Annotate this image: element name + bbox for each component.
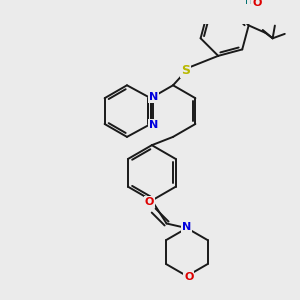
Text: O: O bbox=[184, 272, 194, 282]
Text: N: N bbox=[149, 120, 158, 130]
Text: O: O bbox=[144, 197, 154, 207]
Text: N: N bbox=[149, 92, 158, 102]
Text: H: H bbox=[245, 0, 253, 6]
Text: S: S bbox=[182, 64, 190, 77]
Text: N: N bbox=[182, 222, 191, 232]
Text: O: O bbox=[252, 0, 262, 8]
